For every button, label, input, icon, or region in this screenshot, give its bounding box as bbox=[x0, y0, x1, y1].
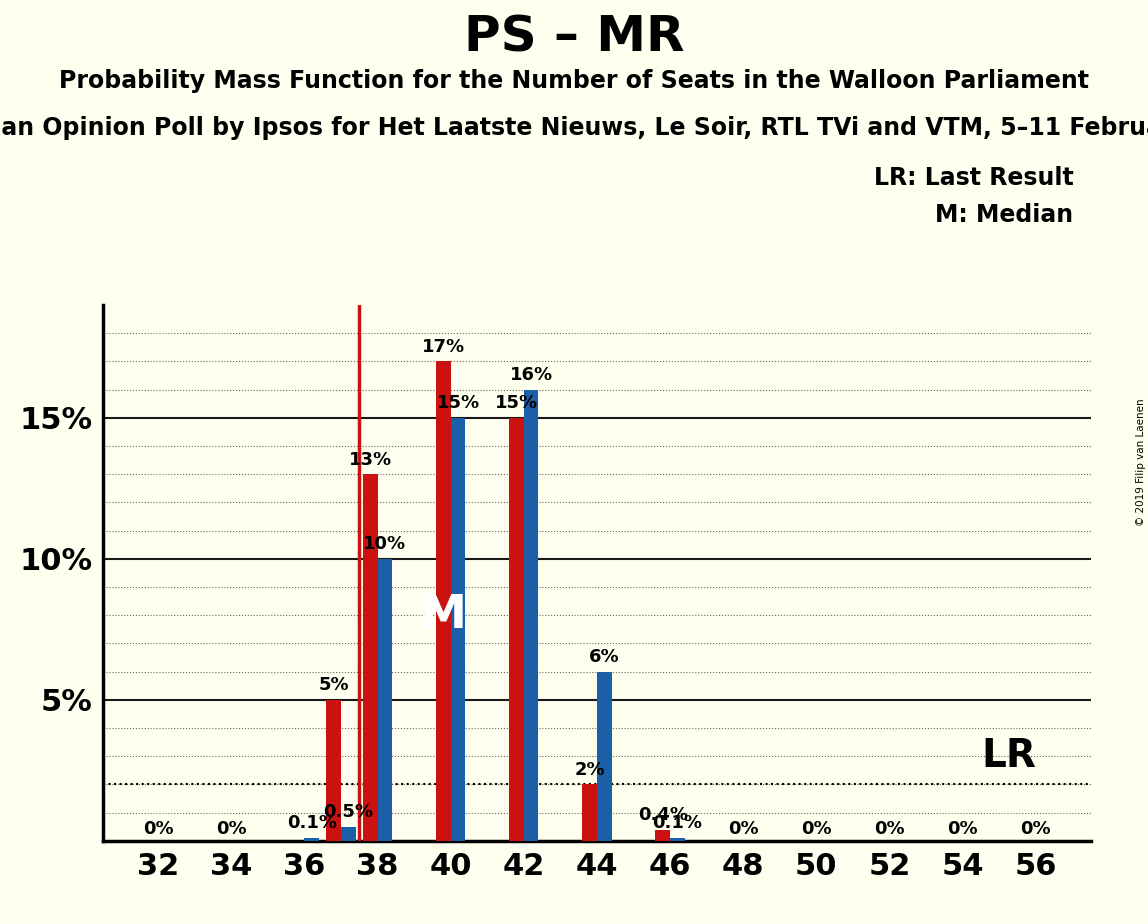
Text: Probability Mass Function for the Number of Seats in the Walloon Parliament: Probability Mass Function for the Number… bbox=[59, 69, 1089, 93]
Bar bbox=[326, 699, 341, 841]
Text: 15%: 15% bbox=[495, 395, 538, 412]
Text: 17%: 17% bbox=[421, 337, 465, 356]
Text: © 2019 Filip van Laenen: © 2019 Filip van Laenen bbox=[1135, 398, 1146, 526]
Text: LR: Last Result: LR: Last Result bbox=[874, 166, 1073, 190]
Text: 10%: 10% bbox=[363, 535, 406, 553]
Bar bbox=[436, 361, 451, 841]
Text: on an Opinion Poll by Ipsos for Het Laatste Nieuws, Le Soir, RTL TVi and VTM, 5–: on an Opinion Poll by Ipsos for Het Laat… bbox=[0, 116, 1148, 140]
Text: 15%: 15% bbox=[436, 395, 480, 412]
Bar bbox=[510, 418, 523, 841]
Bar bbox=[378, 559, 393, 841]
Bar bbox=[451, 418, 465, 841]
Text: 0%: 0% bbox=[142, 820, 173, 838]
Bar bbox=[363, 474, 378, 841]
Text: 0%: 0% bbox=[216, 820, 247, 838]
Text: M: M bbox=[420, 593, 467, 638]
Text: 0%: 0% bbox=[874, 820, 905, 838]
Text: M: Median: M: Median bbox=[936, 203, 1073, 227]
Bar bbox=[341, 827, 356, 841]
Bar bbox=[523, 390, 538, 841]
Bar bbox=[656, 830, 670, 841]
Text: 13%: 13% bbox=[349, 451, 391, 468]
Text: PS – MR: PS – MR bbox=[464, 14, 684, 62]
Text: 6%: 6% bbox=[589, 648, 620, 666]
Text: 0%: 0% bbox=[728, 820, 759, 838]
Text: 0%: 0% bbox=[947, 820, 978, 838]
Bar bbox=[670, 838, 684, 841]
Text: 0.4%: 0.4% bbox=[638, 806, 688, 824]
Text: 5%: 5% bbox=[318, 676, 349, 694]
Bar bbox=[304, 838, 319, 841]
Text: LR: LR bbox=[980, 736, 1035, 774]
Text: 0.1%: 0.1% bbox=[652, 814, 703, 833]
Text: 0.1%: 0.1% bbox=[287, 814, 336, 833]
Text: 0%: 0% bbox=[801, 820, 831, 838]
Text: 0%: 0% bbox=[1021, 820, 1052, 838]
Text: 2%: 2% bbox=[574, 760, 605, 779]
Bar bbox=[597, 672, 612, 841]
Text: 16%: 16% bbox=[510, 366, 552, 383]
Bar bbox=[582, 784, 597, 841]
Text: 0.5%: 0.5% bbox=[324, 803, 373, 821]
